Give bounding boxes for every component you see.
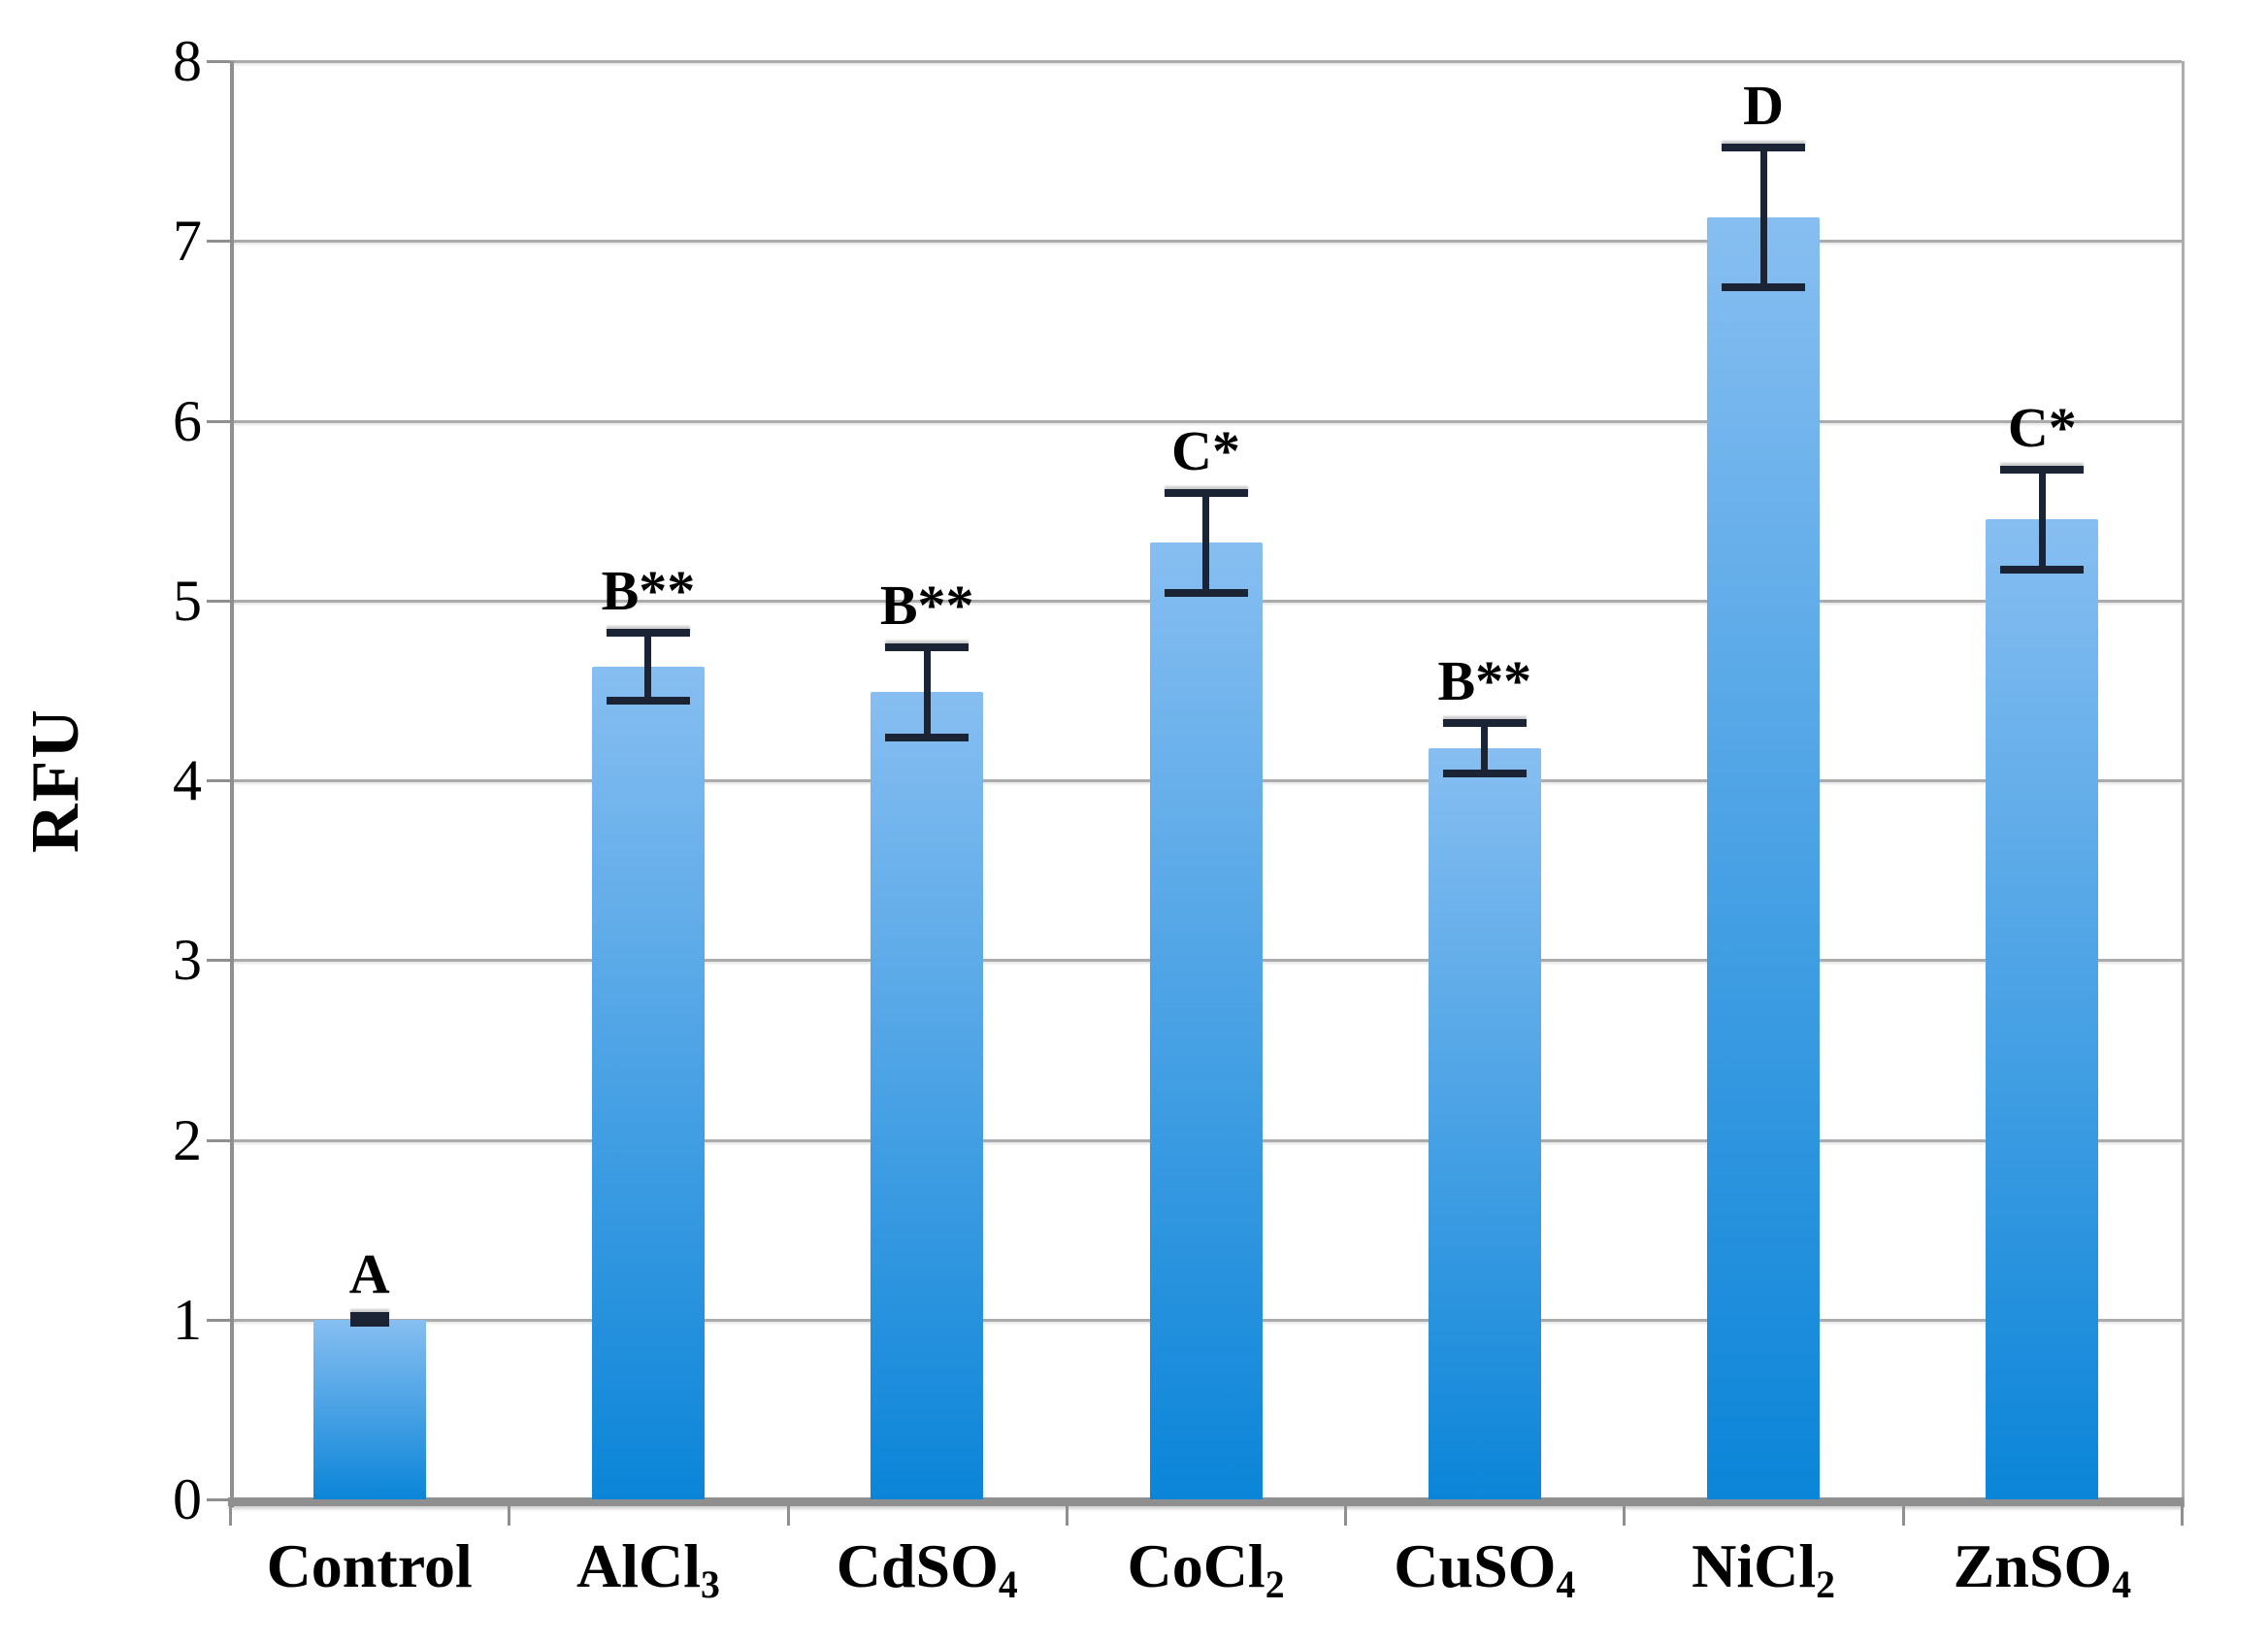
- bar: [312, 1319, 426, 1499]
- gridline: [230, 240, 2182, 244]
- error-bar-whisker: [1759, 147, 1767, 288]
- x-category-label-text: Control: [266, 1531, 473, 1600]
- x-category-label-text: CoCl: [1127, 1531, 1265, 1600]
- plot-right-border: [2182, 61, 2185, 1507]
- x-category-label-text: AlCl: [576, 1531, 701, 1600]
- x-category-label-text: CdSO: [836, 1531, 999, 1600]
- y-axis-tick: [207, 240, 230, 244]
- error-bar-cap-bottom: [1722, 283, 1806, 292]
- x-category-label-text: ZnSO: [1953, 1531, 2113, 1600]
- y-axis-tick: [207, 599, 230, 603]
- error-bar-cap-bottom: [606, 697, 690, 706]
- x-axis-tick: [1065, 1506, 1068, 1526]
- x-category-label-subscript: 4: [1556, 1563, 1576, 1607]
- y-tick-label: 6: [173, 388, 202, 453]
- significance-label: B**: [879, 573, 974, 637]
- x-axis-tick: [229, 1506, 232, 1526]
- error-bar-cap-top: [1164, 488, 1248, 497]
- significance-label: B**: [601, 559, 696, 623]
- x-category-label: CuSO4: [1394, 1535, 1575, 1616]
- error-bar-cap-bottom: [1442, 769, 1527, 777]
- y-axis-title: RFU: [18, 707, 93, 853]
- y-tick-label: 3: [173, 928, 202, 993]
- y-tick-label: 1: [173, 1287, 202, 1352]
- x-axis-tick: [786, 1506, 790, 1526]
- significance-label: C*: [2007, 395, 2077, 459]
- bar: [1149, 542, 1263, 1499]
- x-category-label: AlCl3: [576, 1535, 720, 1616]
- y-tick-label: 7: [173, 209, 202, 274]
- x-category-label-text: CuSO: [1394, 1531, 1557, 1600]
- y-axis-tick: [207, 1138, 230, 1142]
- y-axis-tick: [207, 1498, 230, 1501]
- error-bar-cap-bottom: [2000, 566, 2085, 575]
- error-bar-whisker: [2038, 469, 2046, 571]
- y-axis-tick: [207, 60, 230, 63]
- y-axis-tick: [207, 779, 230, 782]
- x-category-label: CoCl2: [1127, 1535, 1284, 1616]
- x-category-label-subscript: 3: [701, 1563, 720, 1607]
- y-tick-label: 2: [173, 1107, 202, 1172]
- x-category-label: NiCl2: [1692, 1535, 1835, 1616]
- x-category-label-subscript: 2: [1265, 1563, 1285, 1607]
- significance-label: A: [348, 1242, 390, 1306]
- bar: [591, 667, 705, 1499]
- x-category-label-subscript: 4: [998, 1563, 1018, 1607]
- y-axis-tick: [207, 959, 230, 963]
- significance-label: C*: [1171, 418, 1240, 482]
- error-bar-cap-bottom: [1164, 589, 1248, 598]
- x-category-label: Control: [267, 1535, 473, 1597]
- x-axis-line: [228, 1497, 2184, 1506]
- y-tick-label: 5: [173, 568, 202, 633]
- x-axis-tick: [1901, 1506, 1905, 1526]
- error-bar-cap-top: [606, 629, 690, 638]
- bar: [1428, 747, 1541, 1499]
- x-axis-tick: [508, 1506, 511, 1526]
- y-tick-label: 4: [173, 748, 202, 812]
- bar: [1986, 519, 2099, 1499]
- significance-label: D: [1743, 73, 1785, 137]
- bar: [1707, 217, 1821, 1499]
- x-category-label-text: NiCl: [1692, 1531, 1817, 1600]
- x-axis-tick: [2181, 1506, 2184, 1526]
- x-axis-tick: [1623, 1506, 1627, 1526]
- error-bar-cap-top: [885, 642, 970, 651]
- y-tick-label: 8: [173, 29, 202, 93]
- error-bar-cap-top: [1722, 143, 1806, 151]
- error-bar-cap-bottom: [349, 1319, 389, 1328]
- error-bar-cap-top: [349, 1312, 389, 1321]
- error-bar-whisker: [1202, 492, 1209, 594]
- error-bar-whisker: [644, 633, 652, 702]
- error-bar-cap-top: [2000, 465, 2085, 474]
- gridline: [230, 419, 2182, 423]
- error-bar-cap-bottom: [885, 733, 970, 741]
- x-axis-tick: [1344, 1506, 1348, 1526]
- y-axis-tick: [207, 1318, 230, 1322]
- x-category-label-subscript: 2: [1816, 1563, 1835, 1607]
- error-bar-cap-top: [1442, 718, 1527, 727]
- y-tick-label: 0: [173, 1467, 202, 1531]
- error-bar-whisker: [923, 646, 931, 738]
- significance-label: B**: [1437, 648, 1532, 712]
- x-category-label: ZnSO4: [1954, 1535, 2132, 1616]
- x-category-label: CdSO4: [837, 1535, 1018, 1616]
- x-category-label-subscript: 4: [2112, 1563, 2132, 1607]
- y-axis-line: [230, 61, 234, 1507]
- bar: [871, 692, 984, 1499]
- gridline: [230, 60, 2182, 63]
- y-axis-tick: [207, 419, 230, 423]
- error-bar-whisker: [1481, 722, 1489, 773]
